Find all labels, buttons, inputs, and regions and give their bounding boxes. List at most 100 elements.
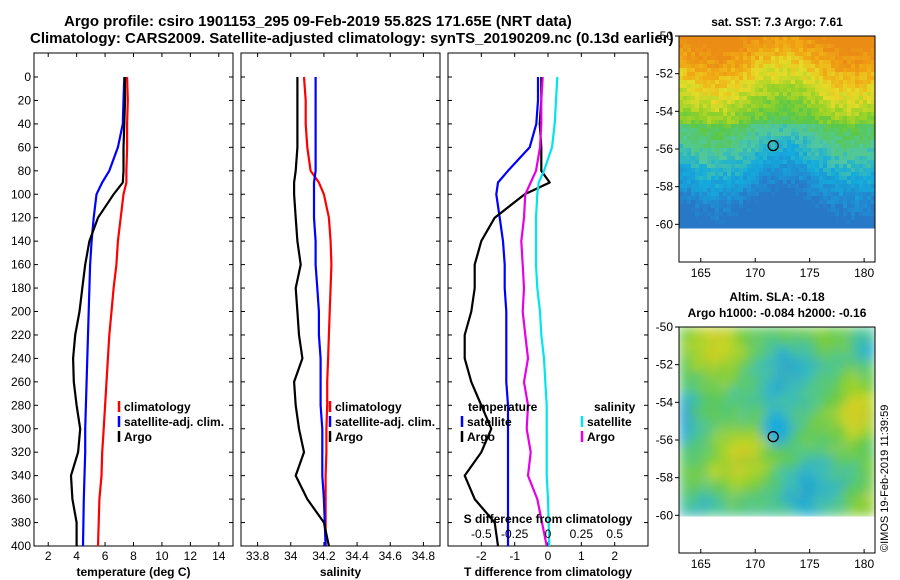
y-tick-label: 360 [11,492,31,506]
x-tick-label: 0 [545,549,552,563]
argo-position-marker [767,139,779,152]
panel-frame [240,52,441,547]
x-tick-label: 33.8 [246,549,270,563]
series-line-temperature-satellite [495,77,540,546]
y-tick-label: 20 [18,93,32,107]
series-line-climatology [302,76,333,546]
x-tick-label: 8 [130,549,137,563]
legend-label: Argo [124,430,152,444]
series-line-salinity-argo [520,76,548,547]
y-tick-label: 240 [11,351,31,365]
map-y-tick-label: -54 [656,104,674,118]
legend-label: climatology [335,400,402,414]
map-x-tick-label: 165 [691,266,711,280]
x-tick-label: 34.6 [379,549,403,563]
map-title: Argo h1000: -0.084 h2000: -0.16 [688,306,867,320]
map-x-tick-label: 175 [800,266,820,280]
x-tick-label: 34.4 [345,549,369,563]
y-tick-label: 320 [11,445,31,459]
legend-label: climatology [124,400,191,414]
panel-salinity: 33.8 34 34.2 34.4 34.6 34.8 salinity climatolog… [240,52,441,579]
x-tick-label: 4 [73,549,80,563]
panel-frame [33,52,234,547]
map-y-tick-label: -50 [656,29,674,43]
legend-label: Argo [587,430,615,444]
legend-title-temperature: temperature [468,400,538,414]
y-tick-label: 120 [11,211,31,225]
map-y-tick-label: -52 [656,358,674,372]
x-tick-label: 1 [578,549,585,563]
x2-axis-label: S difference from climatology [464,512,633,526]
y-tick-label: 140 [11,234,31,248]
panel-temperature: 0 20 40 60 80 100 120 140 160 180 200 220 240 260 280 3… [11,52,234,579]
x-tick-label: 6 [102,549,109,563]
series-line-salinity-satellite [534,76,559,547]
legend-title-salinity: salinity [594,400,636,414]
argo-position-marker [767,430,779,443]
map-y-tick-label: -60 [656,217,674,231]
x-tick-label: -1 [509,549,520,563]
map-title: sat. SST: 7.3 Argo: 7.61 [711,15,843,29]
x-axis-label: T difference from climatology [464,565,632,579]
map-x-tick-label: 180 [854,557,874,571]
x-tick-label: 34.8 [412,549,436,563]
y-tick-label: 340 [11,469,31,483]
y-tick-label: 40 [18,117,32,131]
series-line-argo [293,77,330,547]
x-tick-label: 2 [611,549,618,563]
series-group [69,76,129,547]
map-x-tick-label: 175 [800,557,820,571]
series-group [293,76,333,547]
map-y-tick-label: -52 [656,67,674,81]
map-y-tick-label: -58 [656,180,674,194]
map-field [679,327,875,517]
series-line-temperature-argo [463,77,551,547]
x2-tick-label: 0.5 [606,527,623,541]
map-y-tick-label: -54 [656,395,674,409]
x2-tick-label: -0.25 [501,527,529,541]
title-line-2: Climatology: CARS2009. Satellite-adjuste… [30,30,674,47]
y-tick-label: 260 [11,375,31,389]
map-x-tick-label: 170 [745,266,765,280]
x-tick-label: 12 [184,549,198,563]
panel-frame [447,52,649,547]
x2-tick-label: 0.25 [570,527,594,541]
map-y-tick-label: -60 [656,508,674,522]
series-group [463,76,559,547]
x-tick-label: 10 [155,549,169,563]
y-tick-label: 60 [18,140,32,154]
y-tick-label: 200 [11,305,31,319]
map-x-tick-label: 170 [745,557,765,571]
map-x-tick-label: 165 [691,557,711,571]
y-tick-label: 100 [11,187,31,201]
x-axis-label: salinity [320,565,362,579]
series-line-satellite-adj-clim- [81,76,126,547]
map-y-tick-label: -56 [656,142,674,156]
y-tick-label: 180 [11,281,31,295]
map-sla_map: -50 -52 -54 -56 -58 -60 165 170 175 180 Argo h1000… [656,290,876,571]
y-tick-label: 400 [11,539,31,553]
map-y-tick-label: -50 [656,320,674,334]
y-tick-label: 280 [11,398,31,412]
x-tick-label: 14 [212,549,226,563]
y-tick-label: 160 [11,258,31,272]
title-line-1: Argo profile: csiro 1901153_295 09-Feb-2… [64,13,572,30]
legend-label: satellite [587,415,632,429]
legend-label: satellite [467,415,512,429]
series-line-climatology [96,76,129,547]
legend-label: Argo [467,430,495,444]
map-sst_map: -50 -52 -54 -56 -58 -60 165 170 175 180 sat. SST: … [656,15,876,280]
y-tick-label: 380 [11,516,31,530]
panel-difference: -2 -1 0 1 2 T difference from climatology temp… [447,52,649,579]
map-y-tick-label: -56 [656,433,674,447]
map-y-tick-label: -58 [656,471,674,485]
x-tick-label: 2 [45,549,52,563]
map-title-sla: Altim. SLA: -0.18 [729,290,825,304]
x-tick-label: 34 [284,549,298,563]
map-field [679,36,875,229]
x2-tick-label: 0 [545,527,552,541]
x-tick-label: -2 [476,549,487,563]
x2-tick-label: -0.5 [471,527,492,541]
series-line-satellite-adj-clim- [312,77,327,547]
